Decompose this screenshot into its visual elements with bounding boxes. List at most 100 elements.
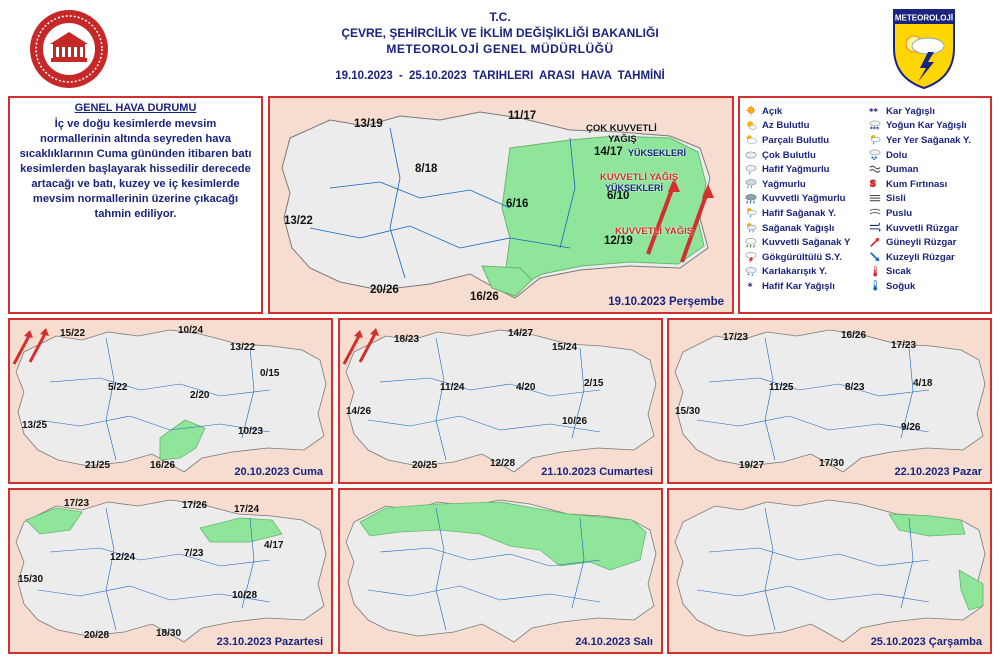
region-border [105,337,117,461]
temp-label: 6/10 [607,190,630,202]
temp-label: 4/17 [264,540,284,551]
temp-label: 12/19 [604,235,633,247]
general-weather-box: GENEL HAVA DURUMU İç ve doğu kesimlerde … [8,96,263,314]
temp-label: 13/19 [354,118,383,130]
meteorology-logo-icon: METEOROLOJİ [893,9,955,90]
heavy-shower-icon [745,237,757,248]
temp-label: 15/24 [552,342,578,353]
legend-item: S Kum Fırtınası [868,177,971,192]
temp-label: 17/23 [64,498,90,509]
south-wind-arrow-icon [646,183,676,255]
region-border [379,377,601,397]
temp-label: 15/22 [60,328,86,339]
legend-column-2: ** Kar Yağışlı *** Yoğun Kar Yağışlı Yer Yer… [868,104,971,294]
region-border [900,347,914,439]
cold-thermometer-icon [873,280,878,291]
temp-label: 17/26 [182,500,208,511]
legend-item: Az Bulutlu [744,119,850,134]
note-highlands: YÜKSEKLERİ [628,148,687,158]
forecast-map-day-2: 20.10.2023 Cuma 15/22 10/24 13/22 5/22 0/15 2… [8,318,333,484]
south-wind-arrow-icon [28,331,48,363]
legend-item: Çok Bulutlu [744,148,850,163]
heavy-snow-icon: *** [869,120,881,132]
legend-item: Sisli [868,192,971,207]
region-border [708,377,930,397]
note-highlands: YÜKSEKLERİ [605,183,664,193]
region-border [696,415,930,433]
legend-label: Karlakarışık Y. [762,266,827,278]
temp-label: 12/24 [110,552,136,563]
turkey-map-outline [674,329,986,473]
heavy-rain-icon [745,194,757,204]
legend-item: Duman [868,162,971,177]
legend-label: Yoğun Kar Yağışlı [886,120,967,132]
shower-icon [746,223,757,233]
turkey-map-outline [674,499,986,643]
legend-item: * Karlakarışık Y. [744,265,850,280]
precipitation-area [199,517,283,543]
temp-label: 4/20 [516,382,536,393]
temp-label: 16/26 [150,460,176,471]
temp-label: 13/22 [230,342,256,353]
temp-label: 8/23 [845,382,865,393]
legend-label: Hafif Kar Yağışlı [762,280,835,292]
land-area [15,329,327,473]
legend-label: Çok Bulutlu [762,149,816,161]
south-wind-arrow-icon [12,333,32,365]
warning-heavy-rain: KUVVETLİ YAĞIŞ [615,226,694,237]
legend-item: ** Kar Yağışlı [868,104,971,119]
forecast-map-day-6: 24.10.2023 Salı [338,488,663,654]
rain-icon [745,179,757,189]
mist-icon [869,209,881,215]
precipitation-area [25,507,83,535]
temp-label: 11/24 [440,382,465,393]
region-border [696,585,930,603]
legend-label: Kuzeyli Rüzgar [886,251,955,263]
legend-label: Hafif Yağmurlu [762,164,830,176]
map-date-day-7: 25.10.2023 Çarşamba [870,636,982,648]
turkey-map-1 [281,111,714,299]
logo-text: METEOROLOJİ [895,14,953,23]
sun-icon [745,105,757,116]
legend-label: Açık [762,105,783,117]
legend-item: Kuzeyli Rüzgar [868,250,971,265]
arrow-head [40,328,49,336]
hail-icon [869,149,881,161]
temp-label: 17/23 [723,332,749,343]
strong-wind-icon [869,222,881,232]
legend-box: Açık Az Bulutlu Parçalı Bulutlu Çok Bulutlu… [738,96,992,314]
region-border [900,517,914,609]
light-rain-icon [745,164,757,175]
temp-label: 17/24 [234,504,260,515]
sun-cloud-icon [746,135,757,145]
temp-label: 15/30 [675,406,701,417]
thunder-icon [745,252,757,264]
map-date-day-3: 21.10.2023 Cumartesi [541,466,653,478]
turkey-map-outline [15,499,327,643]
forecast-map-day-4: 22.10.2023 Pazar 17/23 16/26 17/23 11/25 8/2… [667,318,992,484]
region-border [435,337,447,461]
temp-label: 13/22 [284,215,313,227]
svg-text:*: * [748,282,753,293]
forecast-map-day-1: 13/19 11/17 8/18 13/22 6/16 14/17 6/10 1… [268,96,734,314]
legend-item: Parçalı Bulutlu [744,133,850,148]
legend-column-1: Açık Az Bulutlu Parçalı Bulutlu Çok Bulutlu… [744,104,850,294]
temp-label: 17/30 [819,458,845,469]
land-area [674,329,986,473]
temp-label: 7/23 [184,548,204,559]
legend-item: Sıcak [868,265,971,280]
legend-item: Puslu [868,206,971,221]
legend-label: Gökgürültülü S.Y. [762,251,842,263]
temp-label: 2/20 [190,390,210,401]
legend-label: Parçalı Bulutlu [762,134,830,146]
region-border [764,507,776,631]
land-area [345,329,657,473]
turkey-map-outline [12,328,327,473]
hot-thermometer-icon [873,265,878,277]
region-border [105,507,117,631]
arrow-head [354,330,363,338]
legend-item: Kuvvetli Sağanak Y [744,235,850,250]
legend-item: Açık [744,104,850,119]
precipitation-area [359,501,647,571]
turkey-map-outline [345,499,657,643]
